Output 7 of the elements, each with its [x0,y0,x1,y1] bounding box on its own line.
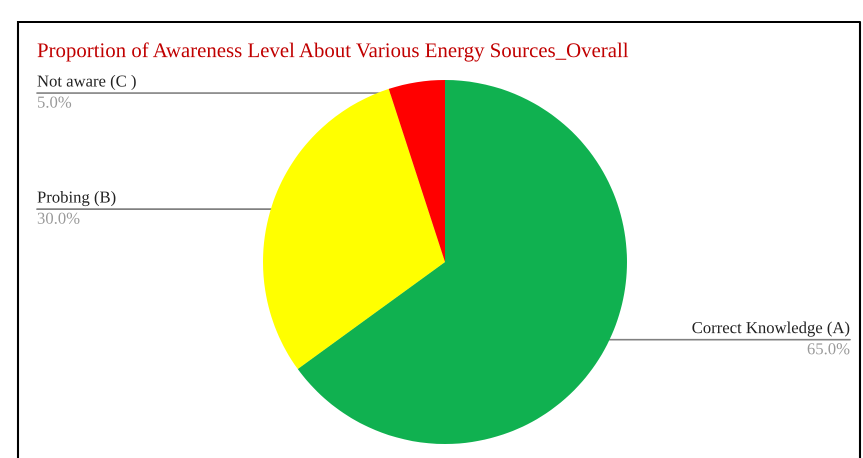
data-label: 5.0% [38,96,72,108]
slice-label: Probing (B) [37,190,116,206]
data-label: 30.0% [38,212,80,224]
slice-label: Correct Knowledge (A) [692,322,850,337]
slice-label: Not aware (C ) [37,74,136,90]
chart-title: Proportion of Awareness Level About Various Energy Sources_Overall [38,42,628,62]
data-label: 65.0% [808,343,850,354]
